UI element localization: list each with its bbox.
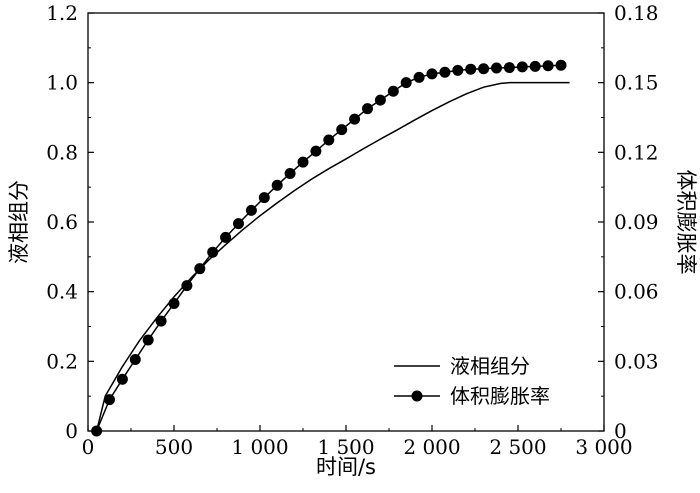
legend-marker-expansion <box>411 390 423 402</box>
series-point <box>503 62 515 74</box>
x-tick-label: 1 500 <box>317 435 374 459</box>
y-left-tick-label: 0.6 <box>46 210 78 234</box>
x-tick-label: 2 500 <box>489 435 546 459</box>
series-point <box>297 156 309 168</box>
x-tick-label: 2 000 <box>403 435 460 459</box>
series-point <box>413 71 425 83</box>
series-point <box>555 59 567 71</box>
series-point <box>181 280 193 292</box>
series-point <box>336 124 348 136</box>
legend-label-liquid: 液相组分 <box>450 354 530 378</box>
series-point <box>104 394 115 406</box>
series-point <box>129 353 141 365</box>
y-right-tick-label: 0.18 <box>614 1 659 25</box>
series-point <box>271 179 283 191</box>
y-right-tick-label: 0.09 <box>614 210 659 234</box>
y-right-tick-label: 0.03 <box>614 349 659 373</box>
series-point <box>91 425 103 437</box>
series-point <box>478 63 490 75</box>
series-point <box>168 298 180 310</box>
y-left-tick-label: 1.2 <box>46 1 78 25</box>
x-axis-title: 时间/s <box>316 455 376 479</box>
series-point <box>516 61 528 73</box>
y-left-tick-label: 1.0 <box>46 71 78 95</box>
series-point <box>220 231 232 243</box>
series-point <box>142 334 154 346</box>
series-point <box>258 192 270 204</box>
y-right-tick-label: 0.06 <box>614 280 659 304</box>
legend: 液相组分 体积膨胀率 <box>394 354 550 408</box>
legend-label-expansion: 体积膨胀率 <box>450 384 550 408</box>
series-point <box>400 77 412 89</box>
series-point <box>491 62 502 74</box>
series-point <box>323 134 335 146</box>
y-left-tick-label: 0.4 <box>46 280 78 304</box>
series-point <box>233 218 244 230</box>
ticks: 0 500 1 000 1 500 2 000 2 500 3 00000.20.40.60… <box>46 1 658 459</box>
y-left-tick-label: 0 <box>65 419 78 443</box>
series-layer <box>91 59 570 437</box>
series-point <box>439 66 451 78</box>
series-point <box>245 204 257 216</box>
series-point <box>529 60 541 72</box>
series-point <box>387 85 399 97</box>
y-axis-right-title: 体积膨胀率 <box>674 170 698 275</box>
x-tick-label: 1 000 <box>231 435 288 459</box>
series-point <box>362 103 373 115</box>
y-right-tick-label: 0.12 <box>614 140 659 164</box>
series-point <box>155 315 167 327</box>
series-point <box>194 263 206 275</box>
y-left-tick-label: 0.2 <box>46 349 78 373</box>
series-point <box>374 94 386 106</box>
series-line-0 <box>95 81 570 432</box>
x-tick-label: 3 000 <box>575 435 632 459</box>
x-tick-label: 0 <box>82 435 95 459</box>
series-point <box>426 68 438 80</box>
series-point <box>116 373 128 385</box>
series-point <box>349 113 361 125</box>
y-axis-left-title: 液相组分 <box>7 180 31 264</box>
series-point <box>465 63 477 75</box>
y-right-tick-label: 0.15 <box>614 71 659 95</box>
series-point <box>207 246 219 258</box>
y-left-tick-label: 0.8 <box>46 140 78 164</box>
series-point <box>284 167 296 179</box>
y-right-tick-label: 0 <box>614 419 627 443</box>
x-tick-label: 500 <box>155 435 193 459</box>
series-point <box>310 145 322 157</box>
series-point <box>542 60 554 72</box>
series-point <box>452 64 464 76</box>
